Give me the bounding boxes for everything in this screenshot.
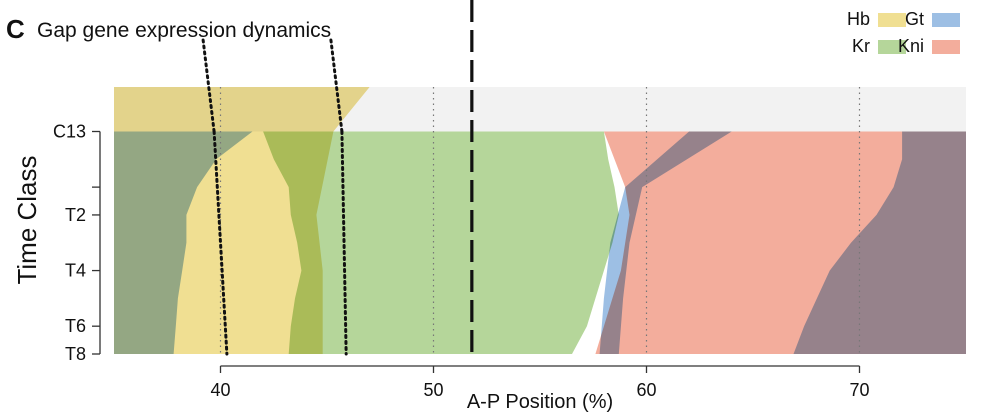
legend-label-gt: Gt — [905, 9, 924, 29]
x-axis-title: A-P Position (%) — [467, 391, 613, 413]
plot-area — [114, 0, 966, 356]
y-tick-label-t6: T6 — [65, 316, 86, 336]
y-tick-label-t4: T4 — [65, 261, 86, 281]
y-tick-label-t2: T2 — [65, 205, 86, 225]
y-axis-title: Time Class — [12, 155, 42, 284]
y-tick-label-c13: C13 — [53, 122, 86, 142]
y-tick-label-t8: T8 — [65, 344, 86, 364]
legend-swatch-kni — [932, 40, 960, 54]
x-tick-label-70: 70 — [849, 380, 869, 400]
x-tick-label-50: 50 — [423, 380, 443, 400]
axes: C13 T2 T4 T6 T8 40 50 60 70 — [53, 122, 870, 400]
legend-label-kni: Kni — [898, 36, 924, 56]
legend-swatch-hb — [878, 13, 906, 27]
panel-title: Gap gene expression dynamics — [37, 19, 331, 42]
legend-label-hb: Hb — [847, 9, 870, 29]
area-gt-1 — [793, 131, 966, 354]
area-kr-0 — [263, 131, 619, 354]
area-gt-0 — [114, 131, 253, 354]
x-tick-label-40: 40 — [210, 380, 230, 400]
panel-letter: C — [6, 14, 25, 44]
legend-swatch-gt — [932, 13, 960, 27]
boundary-marker-0 — [212, 130, 229, 356]
x-tick-label-60: 60 — [636, 380, 656, 400]
legend-swatch-kr — [878, 40, 906, 54]
boundary-marker-1-upper — [329, 38, 344, 133]
legend-label-kr: Kr — [852, 36, 870, 56]
boundary-marker-0-upper — [201, 38, 216, 133]
legend: Hb Kr Gt Kni — [847, 9, 960, 56]
boundary-marker-1 — [340, 130, 348, 356]
area-gt-2 — [599, 131, 732, 354]
